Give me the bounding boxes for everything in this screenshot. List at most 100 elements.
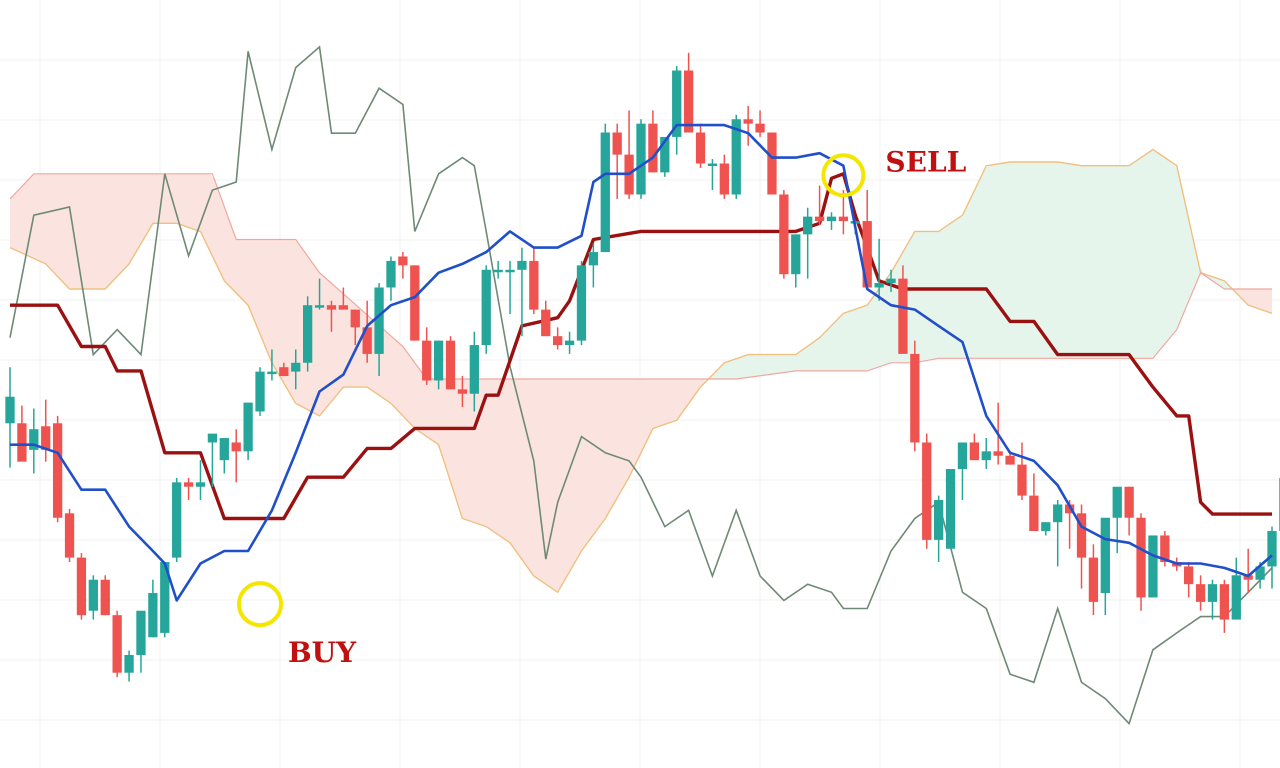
kijun-sen-line	[10, 172, 1272, 521]
candle-bearish	[1184, 562, 1194, 598]
candle-bearish	[76, 553, 87, 620]
candle-body	[76, 557, 87, 616]
candle-body	[1017, 464, 1027, 496]
candle-body	[136, 610, 146, 656]
candle-bullish	[981, 438, 991, 470]
candle-bullish	[1041, 522, 1051, 536]
candle-bullish	[5, 367, 15, 468]
candle-bullish	[88, 575, 98, 620]
candle-body	[1053, 504, 1063, 523]
candle-body	[362, 327, 372, 354]
candle-bullish	[243, 402, 253, 461]
candle-body	[231, 442, 241, 452]
candle-bullish	[172, 477, 182, 563]
candle-body	[707, 163, 718, 167]
candle-bearish	[445, 336, 456, 390]
candle-bullish	[803, 207, 813, 279]
candle-bearish	[743, 105, 753, 146]
candle-body	[219, 438, 229, 461]
candle-body	[1005, 455, 1015, 465]
candle-bullish	[564, 331, 575, 354]
candle-body	[1148, 535, 1158, 598]
candle-body	[862, 221, 872, 288]
candle-bearish	[838, 190, 849, 235]
candle-bearish	[112, 610, 122, 678]
candle-bullish	[124, 650, 134, 682]
candle-bearish	[183, 477, 194, 501]
candle-body	[64, 513, 75, 558]
candle-bullish	[1148, 535, 1158, 598]
candle-body	[826, 216, 837, 222]
candle-body	[1076, 513, 1087, 558]
candle-bearish	[1195, 575, 1206, 611]
candle-bullish	[302, 296, 313, 372]
candle-bearish	[1088, 544, 1099, 616]
candle-body	[29, 429, 39, 450]
chikou-span-line	[9, 45, 1273, 726]
candlesticks	[5, 52, 1280, 682]
candle-bullish	[195, 460, 206, 501]
candle-bullish	[588, 243, 599, 288]
candle-body	[576, 265, 587, 341]
candle-body	[660, 136, 670, 173]
candle-bearish	[350, 309, 360, 346]
candle-bullish	[1207, 579, 1218, 620]
candle-bearish	[683, 52, 694, 133]
candle-body	[874, 283, 884, 288]
candle-body	[1255, 566, 1265, 580]
candle-bearish	[410, 265, 420, 341]
candle-body	[922, 442, 932, 540]
candle-body	[422, 340, 432, 381]
candle-body	[481, 269, 491, 346]
candle-body	[910, 353, 920, 443]
candle-body	[505, 269, 515, 273]
candle-body	[350, 309, 360, 328]
candle-bearish	[1219, 579, 1230, 633]
candle-bearish	[457, 376, 468, 408]
candle-bearish	[862, 190, 872, 288]
sell-signal-circle	[821, 153, 866, 198]
candle-bullish	[672, 66, 682, 155]
candle-body	[588, 252, 599, 266]
candle-body	[743, 119, 753, 124]
candle-body	[410, 265, 420, 341]
candle-body	[529, 260, 539, 310]
candle-bullish	[291, 349, 301, 390]
candle-bullish	[660, 136, 670, 177]
candle-body	[755, 123, 765, 133]
candle-body	[1029, 495, 1039, 532]
candle-body	[493, 269, 503, 273]
candle-body	[5, 396, 15, 424]
candle-body	[1184, 566, 1194, 585]
candle-bearish	[231, 429, 241, 483]
candle-bearish	[695, 123, 706, 168]
candle-body	[433, 340, 444, 381]
tenkan-sen-line	[10, 123, 1273, 602]
candle-body	[1231, 575, 1241, 620]
candle-body	[886, 278, 896, 284]
candle-body	[553, 336, 563, 346]
candle-bullish	[255, 367, 265, 416]
candle-body	[1195, 584, 1206, 602]
candle-body	[838, 216, 849, 222]
candle-bullish	[1112, 486, 1122, 554]
candle-body	[445, 340, 456, 390]
candle-bullish	[600, 123, 610, 253]
candle-bearish	[100, 575, 110, 616]
candle-body	[88, 579, 98, 611]
candle-body	[969, 442, 980, 461]
candle-body	[386, 260, 396, 288]
cloud-bearish-region	[10, 173, 705, 592]
candle-body	[112, 615, 122, 673]
candle-body	[279, 367, 289, 377]
candle-bearish	[541, 300, 551, 337]
candle-body	[767, 132, 777, 195]
candle-body	[398, 256, 408, 266]
candle-bullish	[148, 579, 158, 638]
candle-body	[52, 423, 63, 518]
candle-bearish	[767, 132, 777, 195]
candle-bearish	[338, 287, 349, 310]
candle-bullish	[386, 256, 396, 301]
candle-bearish	[52, 415, 63, 523]
candle-bullish	[1100, 517, 1110, 616]
